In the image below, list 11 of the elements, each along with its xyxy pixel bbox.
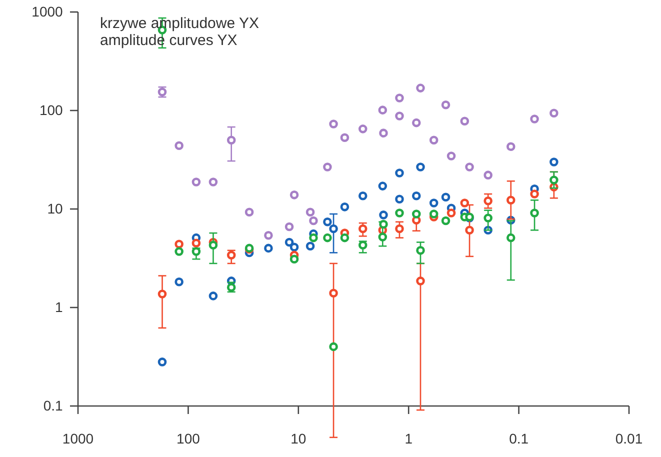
x-tick-label: 1000 (62, 430, 94, 447)
x-tick-label: 100 (176, 430, 200, 447)
y-tick-label: 100 (39, 102, 64, 118)
y-tick-label: 10 (47, 200, 64, 216)
x-tick-label: 10 (290, 430, 306, 447)
x-tick-label: 1 (404, 430, 413, 447)
x-tick-label: 0.01 (615, 430, 643, 447)
x-tick-label: 0.1 (509, 430, 529, 447)
y-tick-label: 1000 (32, 3, 63, 20)
y-tick-label: 1 (55, 298, 64, 315)
y-tick-label: 0.1 (43, 397, 64, 414)
